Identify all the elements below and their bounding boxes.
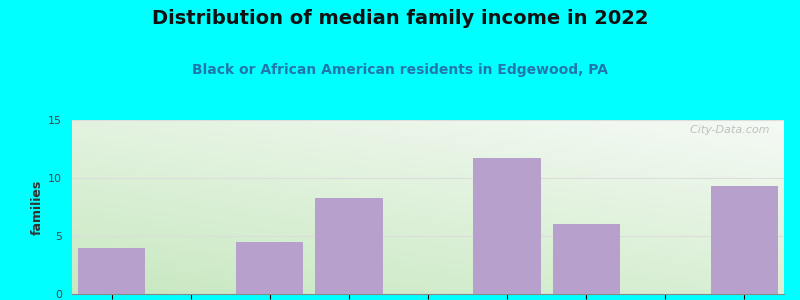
Text: Black or African American residents in Edgewood, PA: Black or African American residents in E… bbox=[192, 63, 608, 77]
Bar bbox=[236, 242, 303, 294]
Y-axis label: families: families bbox=[31, 179, 44, 235]
Text: City-Data.com: City-Data.com bbox=[683, 125, 770, 135]
Bar bbox=[315, 198, 382, 294]
Bar bbox=[78, 248, 145, 294]
Bar bbox=[553, 224, 620, 294]
Bar bbox=[711, 186, 778, 294]
Bar bbox=[474, 158, 541, 294]
Text: Distribution of median family income in 2022: Distribution of median family income in … bbox=[152, 9, 648, 28]
